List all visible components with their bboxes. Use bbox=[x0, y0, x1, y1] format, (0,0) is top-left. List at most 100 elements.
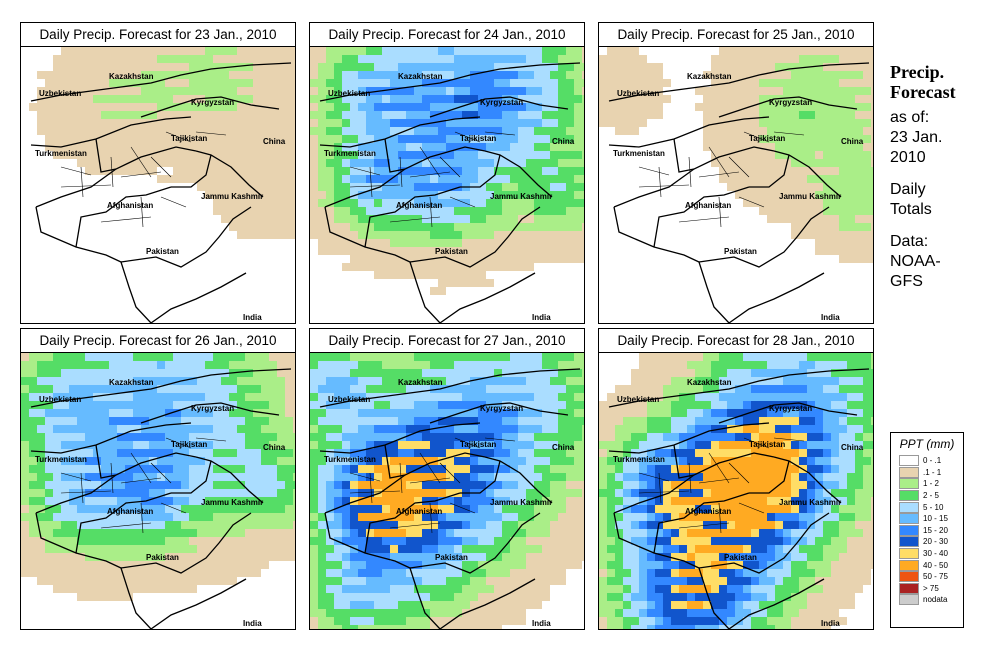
precip-cell bbox=[470, 425, 478, 433]
precip-cell bbox=[109, 63, 117, 71]
precip-cell bbox=[237, 143, 245, 151]
precip-cell bbox=[21, 353, 29, 361]
precip-cell bbox=[101, 369, 109, 377]
precip-cell bbox=[406, 593, 414, 601]
precip-cell bbox=[607, 103, 615, 111]
precip-cell bbox=[398, 143, 406, 151]
precip-cell bbox=[390, 151, 398, 159]
precip-cell bbox=[647, 79, 655, 87]
precip-cell bbox=[494, 393, 502, 401]
precip-cell bbox=[486, 143, 494, 151]
precip-cell bbox=[253, 111, 261, 119]
precip-cell bbox=[366, 385, 374, 393]
precip-cell bbox=[93, 119, 101, 127]
precip-cell bbox=[719, 385, 727, 393]
precip-cell bbox=[486, 353, 494, 361]
precip-cell bbox=[550, 377, 558, 385]
precip-cell bbox=[510, 175, 518, 183]
precip-cell bbox=[566, 409, 574, 417]
precip-cell bbox=[727, 47, 735, 55]
precip-cell bbox=[229, 135, 237, 143]
precip-cell bbox=[470, 473, 478, 481]
precip-cell bbox=[494, 513, 502, 521]
precip-cell bbox=[245, 87, 253, 95]
precip-cell bbox=[101, 449, 109, 457]
precip-cell bbox=[775, 385, 783, 393]
precip-cell bbox=[93, 79, 101, 87]
precip-cell bbox=[566, 377, 574, 385]
precip-cell bbox=[213, 465, 221, 473]
precip-cell bbox=[382, 385, 390, 393]
precip-cell bbox=[767, 79, 775, 87]
precip-cell bbox=[566, 255, 574, 263]
precip-cell bbox=[695, 433, 703, 441]
precip-cell bbox=[285, 465, 293, 473]
precip-cell bbox=[871, 199, 873, 207]
precip-cell bbox=[518, 127, 526, 135]
precip-cell bbox=[695, 361, 703, 369]
precip-cell bbox=[133, 457, 141, 465]
precip-cell bbox=[470, 417, 478, 425]
precip-cell bbox=[334, 63, 342, 71]
precip-cell bbox=[358, 215, 366, 223]
precip-cell bbox=[21, 425, 29, 433]
precip-cell bbox=[783, 393, 791, 401]
precip-cell bbox=[695, 417, 703, 425]
precip-cell bbox=[510, 143, 518, 151]
precip-cell bbox=[342, 505, 350, 513]
precip-cell bbox=[157, 151, 165, 159]
precip-cell bbox=[117, 143, 125, 151]
precip-cell bbox=[631, 55, 639, 63]
precip-cell bbox=[237, 497, 245, 505]
precip-cell bbox=[326, 385, 334, 393]
country-border bbox=[364, 186, 461, 248]
precip-cell bbox=[751, 63, 759, 71]
precip-cell bbox=[310, 175, 318, 183]
precip-cell bbox=[181, 71, 189, 79]
precip-cell bbox=[414, 569, 422, 577]
precip-cell bbox=[237, 521, 245, 529]
precip-cell bbox=[815, 239, 823, 247]
precip-cell bbox=[518, 481, 526, 489]
country-border bbox=[95, 444, 117, 479]
precip-cell bbox=[462, 385, 470, 393]
precip-cell bbox=[277, 71, 285, 79]
precip-cell bbox=[542, 47, 550, 55]
precip-cell bbox=[823, 353, 831, 361]
precip-cell bbox=[189, 529, 197, 537]
precip-cell bbox=[735, 409, 743, 417]
precip-cell bbox=[293, 215, 295, 223]
precip-cell bbox=[823, 393, 831, 401]
precip-cell bbox=[237, 457, 245, 465]
precip-cell bbox=[815, 127, 823, 135]
precip-cell bbox=[253, 393, 261, 401]
precip-cell bbox=[390, 71, 398, 79]
precip-cell bbox=[735, 95, 743, 103]
precip-cell bbox=[253, 489, 261, 497]
precip-cell bbox=[117, 409, 125, 417]
precip-cell bbox=[478, 119, 486, 127]
precip-cell bbox=[382, 601, 390, 609]
precip-cell bbox=[815, 385, 823, 393]
precip-cell bbox=[574, 191, 582, 199]
precip-cell bbox=[647, 103, 655, 111]
precip-cell bbox=[871, 417, 873, 425]
precip-cell bbox=[839, 239, 847, 247]
precip-cell bbox=[326, 561, 334, 569]
precip-cell bbox=[165, 369, 173, 377]
precip-cell bbox=[655, 111, 663, 119]
precip-cell bbox=[205, 545, 213, 553]
precip-cell bbox=[350, 393, 358, 401]
precip-cell bbox=[61, 119, 69, 127]
precip-cell bbox=[438, 191, 446, 199]
precip-cell bbox=[197, 449, 205, 457]
precip-cell bbox=[799, 385, 807, 393]
precip-cell bbox=[310, 385, 318, 393]
precip-cell bbox=[422, 207, 430, 215]
precip-cell bbox=[133, 521, 141, 529]
precip-cell bbox=[21, 497, 29, 505]
precip-cell bbox=[855, 47, 863, 55]
precip-cell bbox=[310, 199, 318, 207]
precip-cell bbox=[518, 175, 526, 183]
precip-cell bbox=[245, 175, 253, 183]
